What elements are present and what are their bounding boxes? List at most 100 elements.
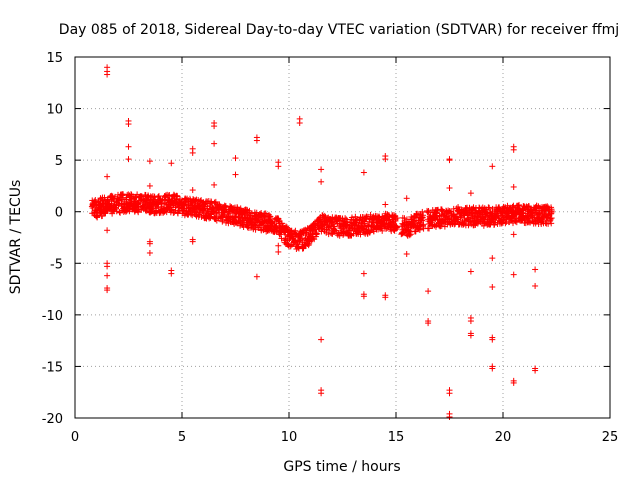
outlier-point xyxy=(360,293,367,300)
outlier-point xyxy=(146,182,153,189)
data-point xyxy=(246,207,253,214)
outlier-point xyxy=(232,171,239,178)
data-point xyxy=(406,232,413,239)
outlier-point xyxy=(146,240,153,247)
data-point xyxy=(527,219,534,226)
data-point xyxy=(135,209,142,216)
data-point xyxy=(93,213,100,220)
outlier-point xyxy=(146,249,153,256)
outlier-point xyxy=(403,251,410,258)
data-point xyxy=(548,215,555,222)
x-tick-label: 10 xyxy=(281,430,298,445)
data-point xyxy=(94,214,101,221)
outlier-point xyxy=(318,166,325,173)
outlier-point xyxy=(510,379,517,386)
y-tick-label: 15 xyxy=(46,51,63,66)
outlier-point xyxy=(168,160,175,167)
data-point xyxy=(275,215,282,222)
outlier-point xyxy=(146,158,153,165)
data-point xyxy=(419,217,426,224)
data-point xyxy=(357,231,364,238)
data-point xyxy=(394,215,401,222)
data-point xyxy=(486,204,493,211)
outlier-point xyxy=(425,288,432,295)
outlier-point xyxy=(318,178,325,185)
outlier-point xyxy=(510,231,517,238)
y-tick-label: -15 xyxy=(42,360,63,375)
tick-labels: 0 5 10 15 20 25 -20 -15 -10 -5 0 5 10 15 xyxy=(42,51,619,445)
outlier-point xyxy=(296,120,303,127)
outlier-point xyxy=(104,227,111,234)
grid-lines xyxy=(75,57,610,418)
outlier-point xyxy=(189,238,196,245)
outlier-point xyxy=(275,242,282,249)
data-point xyxy=(368,223,375,230)
outlier-point xyxy=(425,320,432,327)
outlier-point xyxy=(489,284,496,291)
data-point xyxy=(232,213,239,220)
outlier-point xyxy=(446,184,453,191)
outlier-point xyxy=(489,163,496,170)
data-point xyxy=(278,220,285,227)
outlier-point xyxy=(211,123,218,130)
outlier-point xyxy=(532,367,539,374)
axis-ticks xyxy=(74,56,611,419)
data-point xyxy=(544,203,551,210)
outlier-point xyxy=(467,332,474,339)
y-tick-label: 5 xyxy=(55,154,63,169)
outlier-point xyxy=(489,336,496,343)
data-point xyxy=(174,193,181,200)
data-point xyxy=(109,210,116,217)
data-point xyxy=(342,215,349,222)
data-point xyxy=(432,223,439,230)
data-point xyxy=(146,199,153,206)
data-point xyxy=(394,224,401,231)
outlier-point xyxy=(168,270,175,277)
data-point xyxy=(313,230,320,237)
data-point xyxy=(277,231,284,238)
data-point xyxy=(113,208,120,215)
outlier-point xyxy=(189,149,196,156)
outlier-point xyxy=(104,71,111,78)
data-point xyxy=(393,224,400,231)
outlier-point xyxy=(510,271,517,278)
outlier-point xyxy=(318,336,325,343)
x-tick-label: 0 xyxy=(71,430,79,445)
data-point xyxy=(520,214,527,221)
data-point xyxy=(548,220,555,227)
x-tick-label: 5 xyxy=(178,430,186,445)
data-point xyxy=(321,212,328,219)
data-points xyxy=(88,64,555,420)
data-point xyxy=(119,195,126,202)
y-tick-label: -20 xyxy=(42,412,63,427)
outlier-point xyxy=(382,201,389,208)
data-point xyxy=(438,222,445,229)
data-point xyxy=(515,202,522,209)
outlier-point xyxy=(104,173,111,180)
y-tick-label: 0 xyxy=(55,206,63,221)
outlier-point xyxy=(467,190,474,197)
outlier-point xyxy=(125,156,132,163)
outlier-point xyxy=(104,272,111,279)
plot-frame xyxy=(74,56,611,419)
data-point xyxy=(284,224,291,231)
data-point xyxy=(267,213,274,220)
data-point xyxy=(420,221,427,228)
outlier-point xyxy=(446,390,453,397)
outlier-point xyxy=(446,413,453,420)
y-tick-label: -5 xyxy=(50,257,63,272)
data-point xyxy=(420,212,427,219)
outlier-point xyxy=(253,137,260,144)
outlier-point xyxy=(360,270,367,277)
outlier-point xyxy=(104,287,111,294)
outlier-point xyxy=(467,318,474,325)
data-point xyxy=(379,227,386,234)
data-point xyxy=(446,207,453,214)
outlier-point xyxy=(489,255,496,262)
data-point xyxy=(336,232,343,239)
outlier-point xyxy=(532,282,539,289)
data-point xyxy=(287,242,294,249)
outlier-point xyxy=(275,163,282,170)
data-point xyxy=(413,214,420,221)
